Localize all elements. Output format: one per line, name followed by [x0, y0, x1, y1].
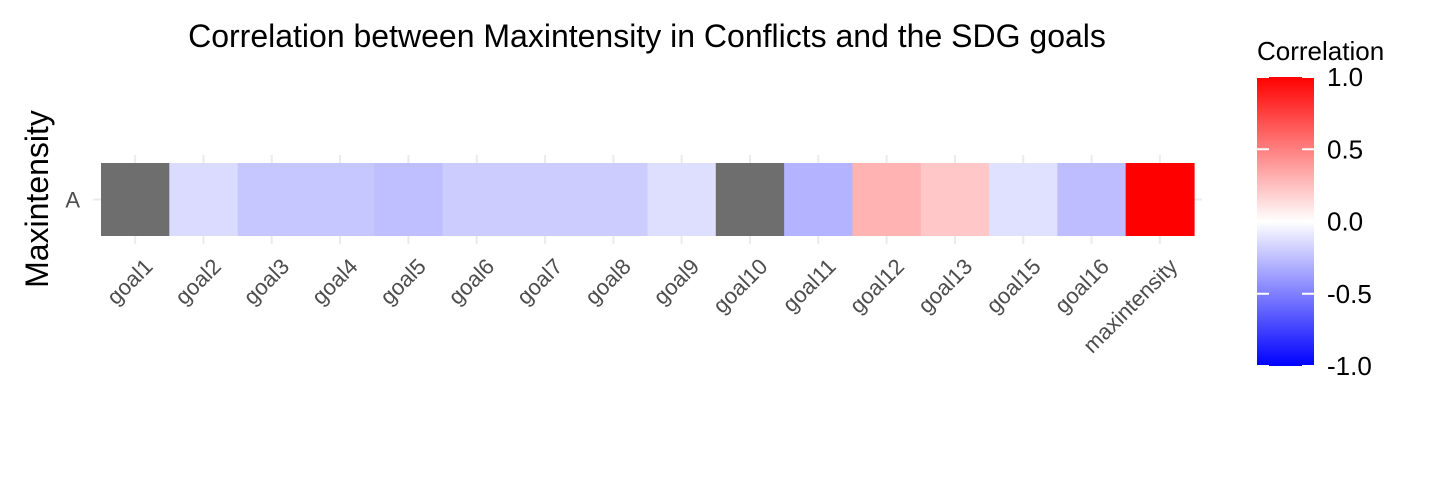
heatmap-tile-goal13 [920, 163, 990, 236]
x-tick-label-goal12: goal12 [845, 254, 909, 318]
x-tick-label-goal8: goal8 [580, 254, 636, 310]
heatmap-tile-goal2 [169, 163, 239, 236]
heatmap-tile-goal1 [101, 163, 170, 236]
heatmap-tile-goal12 [852, 163, 922, 236]
heatmap-tile-goal4 [305, 163, 375, 236]
legend-title: Correlation [1257, 36, 1384, 66]
x-tick-label-goal4: goal4 [307, 254, 363, 310]
x-tick-label-goal10: goal10 [708, 254, 772, 318]
legend-tick-label: -1.0 [1327, 351, 1372, 381]
legend-tick-label: 1.0 [1327, 62, 1363, 92]
y-axis-title: Maxintensity [19, 110, 55, 288]
x-tick-label-goal11: goal11 [777, 254, 840, 317]
heatmap-tile-goal7 [510, 163, 580, 236]
x-tick-labels: goal1 goal2 goal3 goal4 goal5 goal6 goal7 goal8… [102, 254, 1182, 358]
heatmap-tile-goal3 [237, 163, 307, 236]
heatmap-tile-goal10 [715, 163, 785, 236]
heatmap-tiles [101, 163, 1195, 236]
x-tick-label-goal5: goal5 [375, 254, 431, 310]
x-tick-label-goal6: goal6 [443, 254, 499, 310]
heatmap-tile-goal5 [374, 163, 444, 236]
legend-ticks: 1.0 0.5 0.0 -0.5 -1.0 [1257, 62, 1372, 381]
x-tick-label-goal16: goal16 [1050, 254, 1114, 318]
x-tick-label-goal13: goal13 [913, 254, 977, 318]
heatmap-tile-goal8 [579, 163, 649, 236]
x-tick-label-goal15: goal15 [981, 254, 1045, 318]
legend-tick-label: 0.0 [1327, 207, 1363, 237]
x-tick-label-goal2: goal2 [170, 254, 226, 310]
legend-tick-label: -0.5 [1327, 279, 1372, 309]
color-legend: Correlation 1.0 0.5 0.0 -0.5 -1.0 [1257, 36, 1384, 381]
heatmap-tile-goal9 [647, 163, 717, 236]
heatmap-tile-maxintensity [1125, 163, 1195, 236]
heatmap-tile-goal16 [1057, 163, 1127, 236]
x-tick-label-goal9: goal9 [648, 254, 704, 310]
x-tick-label-goal1: goal1 [102, 254, 158, 310]
x-tick-label-goal7: goal7 [512, 254, 568, 310]
heatmap-tile-goal15 [989, 163, 1058, 236]
heatmap-tile-goal6 [442, 163, 512, 236]
heatmap-tile-goal11 [784, 163, 854, 236]
x-tick-label-goal3: goal3 [238, 254, 294, 310]
y-tick-labels: A [65, 188, 80, 213]
legend-tick-label: 0.5 [1327, 134, 1363, 164]
chart-title: Correlation between Maxintensity in Conf… [188, 18, 1106, 54]
y-tick-label: A [65, 188, 80, 213]
